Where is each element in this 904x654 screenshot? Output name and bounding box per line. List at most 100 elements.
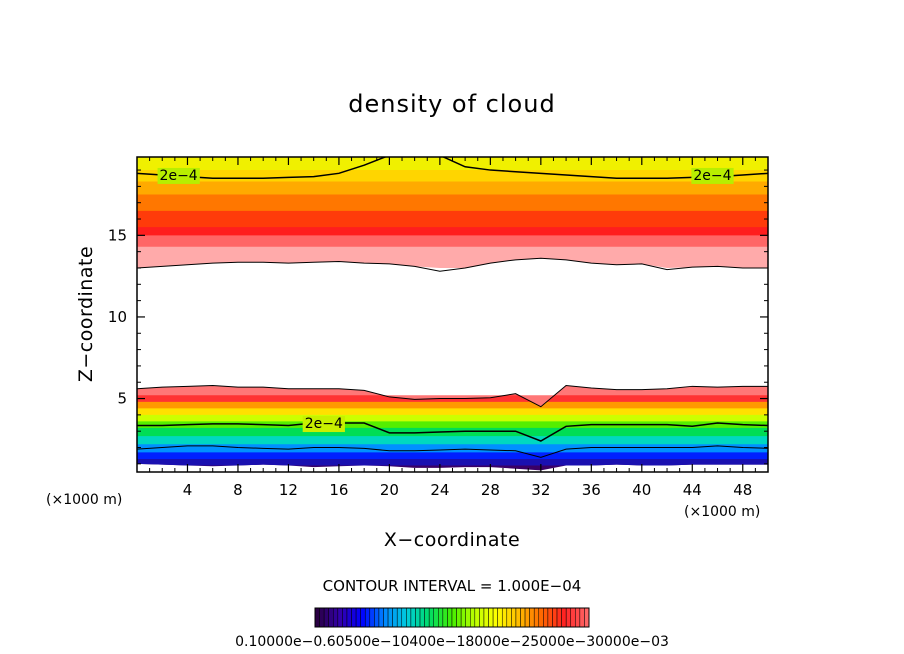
upper-2e4-contour (137, 157, 768, 179)
colorbar-cell (492, 607, 498, 628)
colorbar-cell (424, 607, 430, 628)
colorbar-cell (401, 607, 407, 628)
contour-label: 2e−4 (305, 416, 343, 432)
colorbar-cell (406, 607, 412, 628)
x-tick-label: 40 (632, 481, 651, 499)
upper-band (137, 157, 768, 171)
colorbar-cell (497, 607, 503, 628)
colorbar-cell (511, 607, 517, 628)
colorbar-cell (533, 607, 540, 628)
colorbar-cell (547, 607, 553, 628)
colorbar-cell (501, 607, 508, 628)
colorbar-cell (442, 607, 448, 628)
plot-area (137, 157, 768, 472)
lower-top-contour (137, 384, 768, 408)
colorbar-cell (342, 607, 348, 628)
contour-labels: 2e−4 2e−4 2e−4 (157, 167, 734, 433)
x-unit-label-left: (×1000 m) (46, 492, 122, 508)
colorbar-cell (355, 607, 361, 628)
colorbar-cell (506, 607, 512, 628)
colorbar-cell (474, 607, 480, 628)
colorbar-cell (419, 607, 425, 628)
contour-label: 2e−4 (693, 168, 731, 184)
x-tick-label: 8 (233, 481, 243, 499)
colorbar-cell (374, 607, 380, 628)
colorbar-cell (561, 607, 567, 628)
colorbar-cell (438, 607, 444, 628)
colorbar-cell (565, 607, 571, 628)
colorbar-cell (447, 607, 453, 628)
y-axis-ticks: 5 10 15 (108, 169, 768, 465)
colorbar-cell (520, 607, 526, 628)
colorbar-cell (346, 607, 352, 628)
x-tick-label: 16 (329, 481, 348, 499)
chart-title: density of cloud (348, 90, 555, 118)
x-tick-label: 4 (183, 481, 193, 499)
colorbar-cell (323, 607, 329, 628)
colorbar-cell (529, 607, 535, 628)
colorbar-cell (433, 607, 439, 628)
colorbar-cell (584, 607, 590, 628)
colorbar-cell (415, 607, 421, 628)
colorbar-cell (364, 607, 371, 628)
y-tick-label: 15 (108, 226, 127, 244)
x-tick-label: 12 (279, 481, 298, 499)
colorbar-frame (314, 607, 590, 628)
colorbar-cell (488, 607, 494, 628)
colorbar (314, 607, 590, 628)
colorbar-cell (465, 607, 471, 628)
colorbar-cell (552, 607, 558, 628)
colorbar-cell (524, 607, 530, 628)
lower-band (137, 385, 768, 407)
colorbar-cell (538, 607, 544, 628)
colorbar-cell (515, 607, 521, 628)
colorbar-cell (314, 607, 320, 628)
colorbar-cell (378, 607, 384, 628)
contour-label-bg (157, 167, 200, 184)
x-unit-label-right: (×1000 m) (684, 504, 760, 520)
contour-label-bg (302, 416, 345, 433)
colorbar-cell (483, 607, 489, 628)
x-tick-label: 20 (380, 481, 399, 499)
contour-label-bg (691, 167, 734, 184)
colorbar-cell (337, 607, 343, 628)
x-axis-ticks: 4 8 12 16 20 24 28 32 36 40 44 48 (149, 157, 756, 499)
colorbar-cell (410, 607, 416, 628)
colorbar-cell (383, 607, 389, 628)
lower-inner-contour (137, 445, 768, 458)
x-tick-label: 24 (430, 481, 449, 499)
colorbar-cell (392, 607, 398, 628)
colorbar-cell (428, 607, 434, 628)
contour-lines (137, 157, 768, 458)
colorbar-cell (319, 607, 325, 628)
colorbar-cell (396, 607, 403, 628)
colorbar-cell (328, 607, 334, 628)
colorbar-cell (479, 607, 485, 628)
x-tick-label: 48 (733, 481, 752, 499)
colorbar-cell (351, 607, 357, 628)
colorbar-cell (556, 607, 562, 628)
colorbar-cell (387, 607, 393, 628)
colorbar-cell (470, 607, 476, 628)
contour-label: 2e−4 (160, 168, 198, 184)
colorbar-cell (456, 607, 462, 628)
colorbar-cell (579, 607, 585, 628)
colorbar-cell (570, 607, 576, 628)
contour-interval-label: CONTOUR INTERVAL = 1.000E−04 (323, 577, 582, 595)
colorbar-cell (543, 607, 549, 628)
y-axis-title: Z−coordinate (75, 246, 97, 382)
colorbar-cell (360, 607, 366, 628)
y-tick-label: 10 (108, 308, 127, 326)
colorbar-cell (575, 607, 581, 628)
x-tick-label: 28 (481, 481, 500, 499)
y-tick-label: 5 (117, 390, 127, 408)
x-tick-label: 36 (582, 481, 601, 499)
colorbar-labels: 0.10000e−0.60500e−10400e−18000e−25000e−3… (235, 634, 669, 650)
colorbar-cell (369, 607, 375, 628)
upper-base-contour (137, 257, 768, 272)
x-axis-title: X−coordinate (384, 529, 520, 551)
colorbar-cell (460, 607, 466, 628)
lower-2e4-contour (137, 422, 768, 442)
colorbar-cell (451, 607, 457, 628)
